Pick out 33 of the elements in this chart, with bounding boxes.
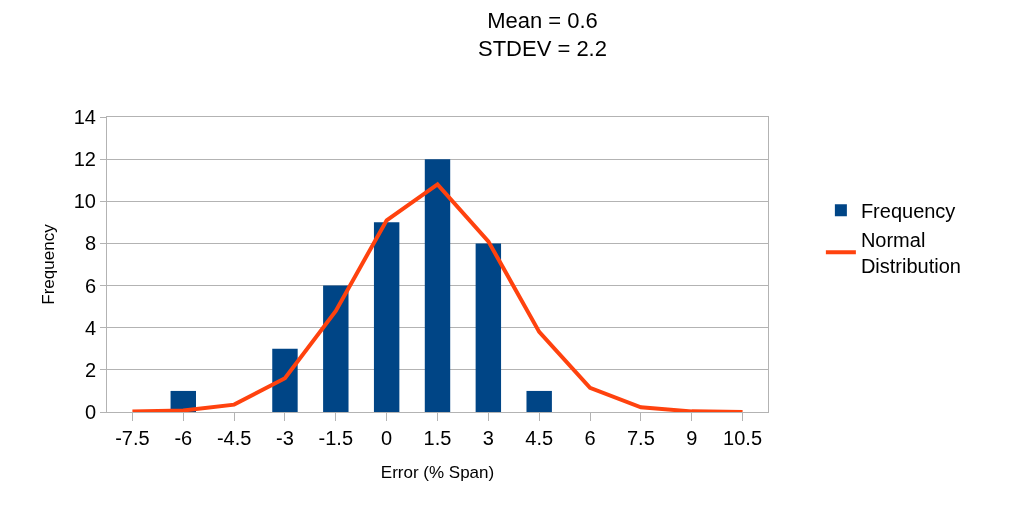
x-tick-label: -6 [174,427,193,449]
y-tick-label: 4 [84,316,96,339]
x-tick-label: 3 [482,427,494,449]
y-tick-label: 0 [84,401,96,423]
x-tick-label: 6 [584,427,596,449]
x-axis-title: Error (% Span) [380,463,495,483]
bar [323,285,349,412]
x-tick-label: -3 [276,427,294,449]
x-tick-label: 10.5 [723,427,763,449]
legend-label: Frequency [860,200,956,223]
bar [424,159,451,412]
bar [272,348,298,412]
y-tick-label: 14 [73,106,96,128]
y-tick-label: 10 [73,190,96,213]
y-axis-title: Frequency [39,223,59,305]
legend-label: Normal Distribution [860,229,961,278]
x-tick-label: 9 [686,427,698,449]
bar [526,390,552,412]
line-series [130,182,745,412]
x-tick-label: -4.5 [216,427,252,449]
x-tick-label: 7.5 [626,427,655,449]
y-tick-label: 2 [84,358,96,381]
x-tick-label: 4.5 [525,427,554,449]
x-tick-label: -7.5 [115,427,150,449]
x-tick-label: 0 [381,427,393,449]
chart-title: Mean = 0.6 STDEV = 2.2 [477,7,607,62]
y-tick-label: 12 [73,148,96,171]
x-tick-label: -1.5 [318,427,354,449]
y-tick-label: 6 [84,274,96,297]
bar [475,243,502,412]
y-tick-label: 8 [84,232,96,255]
x-tick-label: 1.5 [423,427,452,449]
bar [373,222,400,412]
